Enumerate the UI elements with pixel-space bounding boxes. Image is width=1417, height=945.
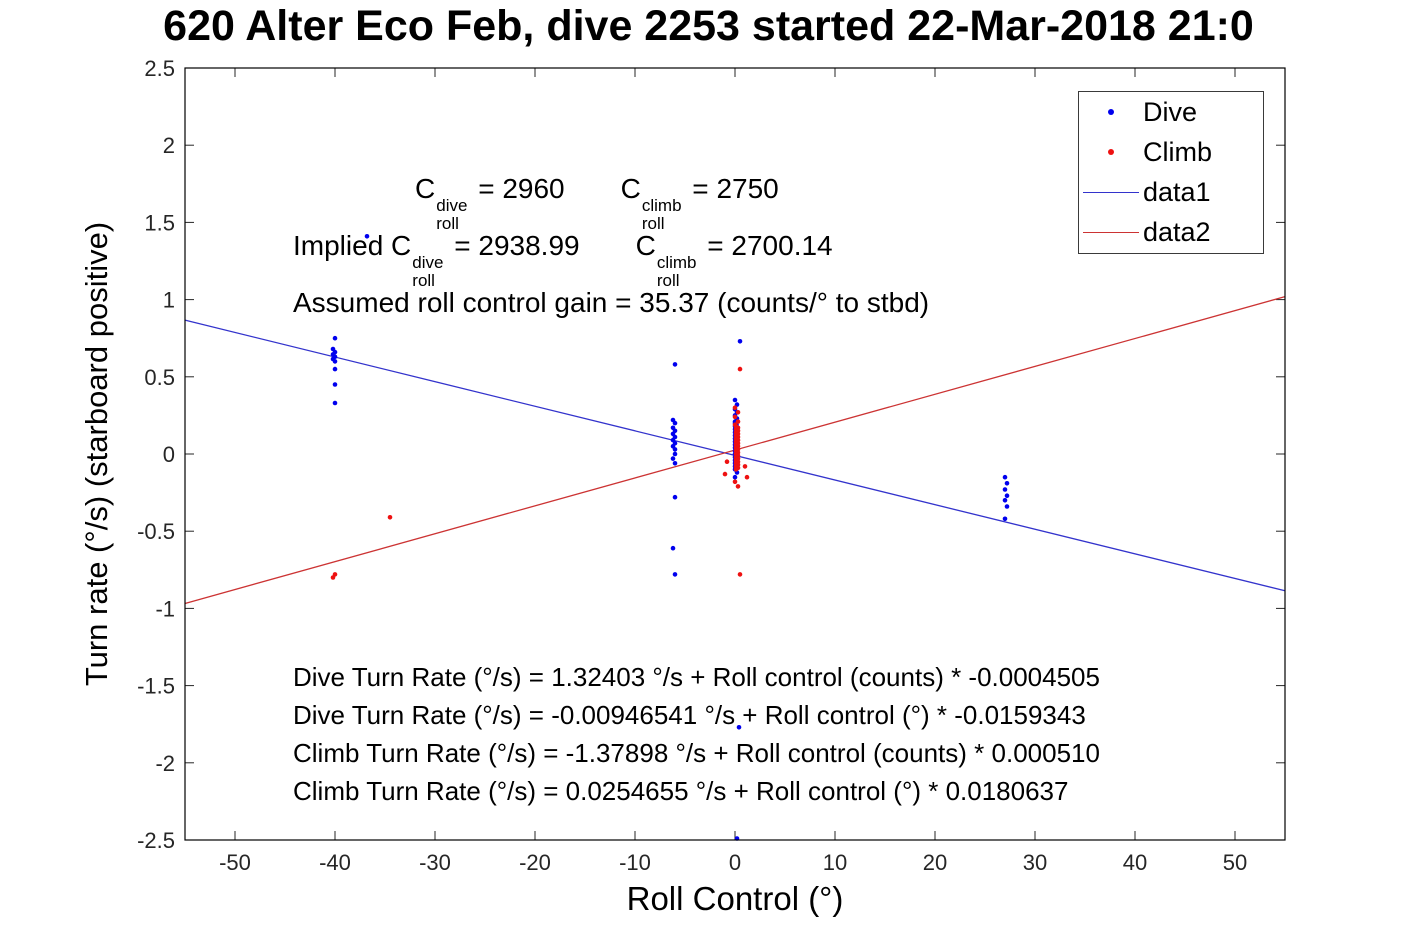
y-tick-label: 0 xyxy=(163,442,175,467)
annotation-gain: Assumed roll control gain = 35.37 (count… xyxy=(293,287,930,318)
y-axis-label: Turn rate (°/s) (starboard positive) xyxy=(79,221,114,687)
superscript-subscript: climb roll xyxy=(656,253,697,290)
x-tick-label: 50 xyxy=(1223,850,1247,875)
y-tick-label: -2.5 xyxy=(137,828,175,853)
x-tick-label: -50 xyxy=(219,850,251,875)
x-tick-label: -10 xyxy=(619,850,651,875)
x-tick-label: -40 xyxy=(319,850,351,875)
data1-line-icon xyxy=(1083,192,1139,194)
data2-line-icon xyxy=(1083,232,1139,234)
axes-box xyxy=(184,67,1286,841)
superscript-subscript: dive roll xyxy=(436,196,468,233)
equation-climb-degrees: Climb Turn Rate (°/s) = 0.0254655 °/s + … xyxy=(293,776,1069,806)
y-tick-label: -0.5 xyxy=(137,519,175,544)
x-tick-label: -20 xyxy=(519,850,551,875)
fit-equations: Dive Turn Rate (°/s) = 1.32403 °/s + Rol… xyxy=(293,658,1100,810)
y-tick-label: 1 xyxy=(163,288,175,313)
x-tick-label: 20 xyxy=(923,850,947,875)
x-tick-label: 30 xyxy=(1023,850,1047,875)
equation-climb-counts: Climb Turn Rate (°/s) = -1.37898 °/s + R… xyxy=(293,738,1100,768)
legend-item-data2: data2 xyxy=(1079,213,1263,253)
y-tick-label: -1.5 xyxy=(137,674,175,699)
y-axis-ticks: -2.5 -2 -1.5 -1 -0.5 0 0.5 1 1.5 2 2.5 xyxy=(137,56,1285,853)
y-tick-label: -1 xyxy=(155,596,175,621)
equation-dive-counts: Dive Turn Rate (°/s) = 1.32403 °/s + Rol… xyxy=(293,662,1100,692)
climb-dot-icon xyxy=(1108,149,1114,156)
legend: Dive Climb data1 data2 xyxy=(1078,91,1264,254)
x-tick-label: 10 xyxy=(823,850,847,875)
legend-item-dive: Dive xyxy=(1079,92,1263,132)
x-axis-ticks: -50 -40 -30 -20 -10 0 10 20 30 40 50 xyxy=(219,68,1247,875)
superscript-subscript: dive roll xyxy=(412,253,444,290)
x-tick-label: 40 xyxy=(1123,850,1147,875)
x-tick-label: 0 xyxy=(729,850,741,875)
y-tick-label: 0.5 xyxy=(144,365,175,390)
equation-dive-degrees: Dive Turn Rate (°/s) = -0.00946541 °/s +… xyxy=(293,700,1086,730)
superscript-subscript: climb roll xyxy=(641,196,682,233)
chart-title: 620 Alter Eco Feb, dive 2253 started 22-… xyxy=(163,2,1254,50)
x-tick-label: -30 xyxy=(419,850,451,875)
legend-item-data1: data1 xyxy=(1079,173,1263,213)
dive-dot-icon xyxy=(1108,109,1114,116)
legend-item-climb: Climb xyxy=(1079,132,1263,172)
scatter-climb xyxy=(330,366,750,580)
y-tick-label: 2.5 xyxy=(144,56,175,81)
y-tick-label: 1.5 xyxy=(144,210,175,235)
x-axis-label: Roll Control (°) xyxy=(626,880,844,917)
y-tick-label: -2 xyxy=(155,751,175,776)
y-tick-label: 2 xyxy=(163,133,175,158)
